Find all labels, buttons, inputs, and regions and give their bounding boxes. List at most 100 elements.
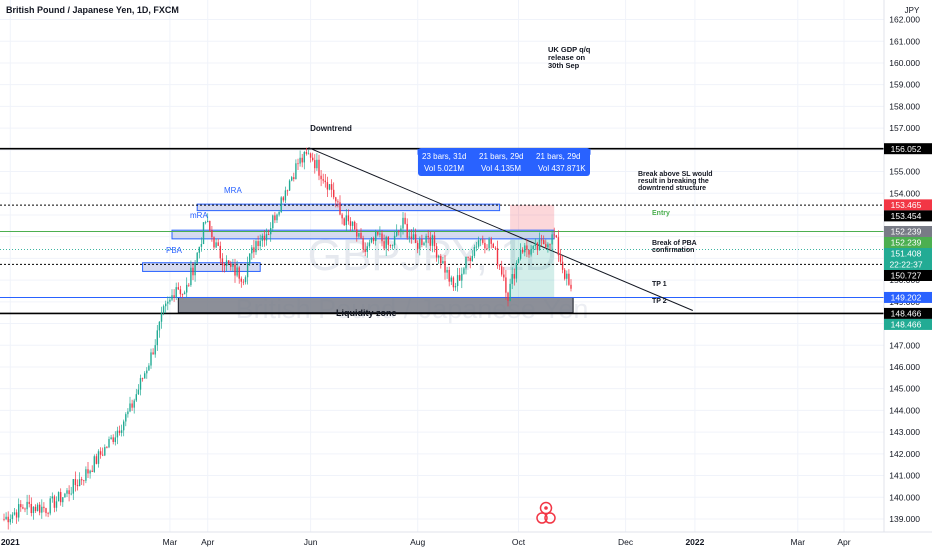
mra-label[interactable]: MRA [224, 186, 242, 195]
candle-body [341, 214, 343, 219]
candle-body [26, 501, 28, 510]
candle-body [192, 267, 194, 276]
candle-body [104, 447, 106, 456]
candle-body [36, 504, 39, 512]
price-badge [884, 269, 932, 281]
candle-body [456, 275, 459, 287]
candle-body [240, 278, 242, 282]
break-sl-label-1[interactable]: Break above SL would [638, 171, 713, 178]
candle-body [225, 260, 228, 266]
candle-body [299, 157, 301, 164]
candle-body [509, 283, 511, 301]
candle-body [127, 411, 129, 415]
price-badge [884, 210, 932, 222]
candle-body [368, 242, 371, 247]
break-pba-label-1[interactable]: Break of PBA [652, 240, 697, 247]
candle-body [156, 330, 158, 346]
tp1-label[interactable]: TP 1 [652, 281, 667, 288]
chart-title: British Pound / Japanese Yen, 1D, FXCM [6, 5, 179, 15]
zone-pba[interactable] [142, 262, 261, 272]
candle-body [20, 504, 22, 508]
candle-body [53, 496, 56, 508]
candle-body [244, 277, 247, 283]
x-tick-label: 2021 [1, 537, 20, 547]
pba-label[interactable]: PBA [166, 246, 183, 255]
candle-body [473, 247, 476, 256]
candle-body [64, 493, 66, 498]
downtrend-line[interactable] [308, 147, 693, 311]
measure-tool[interactable]: 23 bars, 31d Vol 5.021M 21 bars, 29d Vol 4.… [417, 148, 591, 176]
entry-label[interactable]: Entry [652, 210, 670, 217]
candle-body [534, 243, 536, 247]
candle-body [316, 159, 318, 169]
candle-body [429, 237, 431, 246]
candle-body [322, 179, 324, 181]
candle-body [423, 242, 425, 245]
candle-body [190, 267, 192, 286]
candle-body [186, 284, 188, 293]
position-stop-zone[interactable] [510, 204, 555, 232]
price-badge [884, 247, 932, 259]
candle-body [511, 274, 513, 284]
candle-body [139, 378, 142, 390]
candle-body [9, 518, 11, 523]
gdp-label-2[interactable]: release on [548, 53, 586, 62]
candle-body [200, 244, 203, 247]
candle-body [419, 239, 421, 249]
x-tick-label: Apr [837, 537, 850, 547]
downtrend-label[interactable]: Downtrend [310, 124, 352, 133]
candle-body [7, 516, 9, 523]
candle-body [97, 451, 100, 464]
break-pba-label-2[interactable]: confirmation [652, 247, 694, 254]
candle-body [47, 513, 49, 514]
candle-body [209, 220, 211, 231]
candle-body [169, 299, 171, 302]
price-badge-label: 149.202 [891, 293, 922, 303]
candle-body [137, 389, 140, 395]
candle-body [228, 260, 230, 264]
candle-body [160, 312, 163, 322]
candle-body [389, 244, 392, 246]
break-sl-label-3[interactable]: downtrend structure [638, 185, 706, 192]
candle-body [202, 222, 205, 245]
candle-body [236, 267, 238, 276]
y-tick-label: 162.000 [889, 15, 920, 25]
candle-body [414, 234, 417, 243]
candle-body [349, 221, 352, 226]
candle-body [433, 235, 436, 247]
candle-body [11, 514, 14, 519]
candle-body [356, 229, 358, 237]
y-tick-label: 143.000 [889, 427, 920, 437]
annotations: Downtrend UK GDP q/q release on 30th Sep… [166, 45, 713, 318]
candle-body [444, 261, 446, 273]
candle-body [452, 277, 455, 288]
candle-body [312, 157, 314, 161]
gdp-label-3[interactable]: 30th Sep [548, 61, 580, 70]
break-sl-label-2[interactable]: result in breaking the [638, 178, 709, 185]
price-badge [884, 318, 932, 330]
mra-minor-label[interactable]: mRA [190, 211, 208, 220]
y-tick-label: 144.000 [889, 405, 920, 415]
candle-body [133, 400, 135, 408]
candle-body [18, 504, 20, 518]
candle-body [393, 235, 396, 246]
liquidity-label[interactable]: Liquidity zone [336, 308, 397, 318]
candle-body [385, 236, 387, 249]
candle-body [330, 184, 333, 190]
candle-body [167, 301, 169, 304]
trendline[interactable] [308, 147, 693, 311]
gdp-label-1[interactable]: UK GDP q/q [548, 45, 591, 54]
candle-body [494, 247, 497, 249]
price-badge-label: 148.466 [891, 320, 922, 330]
candle-body [522, 249, 524, 253]
candle-body [549, 244, 551, 246]
time-axis[interactable]: 2021 Mar Apr Jun Aug Oct Dec 2022 Mar Apr [1, 537, 851, 547]
measure-box[interactable] [418, 148, 590, 176]
candle-body [417, 242, 419, 249]
x-tick-label: Oct [512, 537, 526, 547]
x-tick-label: Jun [304, 537, 318, 547]
candle-body [293, 177, 295, 180]
tp2-label[interactable]: TP 2 [652, 298, 667, 305]
candle-body [246, 263, 249, 278]
